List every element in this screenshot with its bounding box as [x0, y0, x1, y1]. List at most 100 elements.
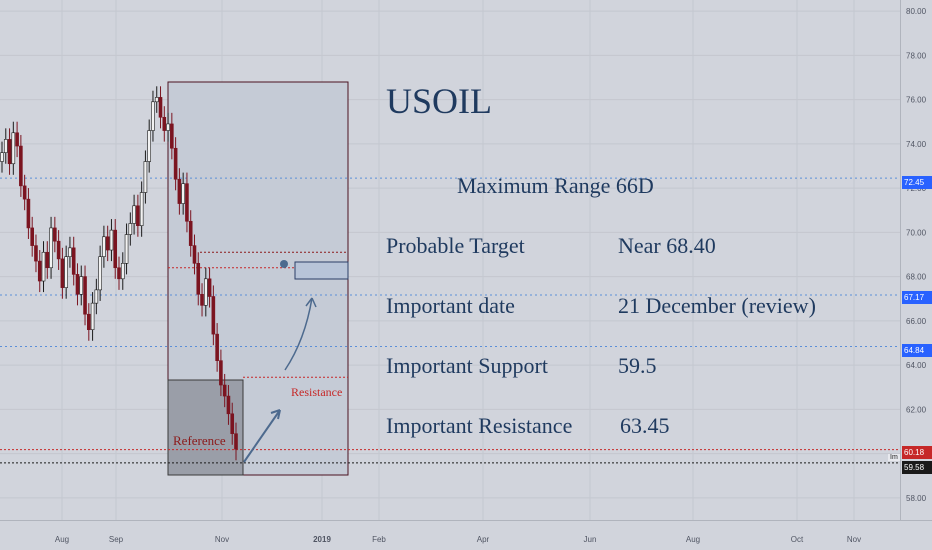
target-marker — [280, 260, 288, 268]
candle-body — [222, 384, 227, 397]
price-tick-label: 58.00 — [906, 494, 927, 503]
support-value: 59.5 — [618, 353, 657, 378]
time-tick-label: Nov — [847, 535, 861, 544]
candle-body — [170, 123, 174, 149]
candle-body — [196, 263, 201, 295]
rebound-arrow-head — [270, 409, 281, 420]
target-arrow-head — [305, 297, 317, 308]
price-tick-label: 62.00 — [906, 405, 927, 414]
candle-body — [185, 183, 189, 222]
candle-body — [215, 333, 219, 361]
chart-title: USOIL — [386, 81, 492, 121]
price-tick-label: 70.00 — [906, 228, 927, 237]
time-tick-label: Jun — [584, 535, 597, 544]
candle-body — [79, 276, 84, 295]
time-tick-label: Feb — [372, 535, 386, 544]
time-tick-label: Sep — [109, 535, 124, 544]
candle-body — [109, 229, 114, 251]
chart-resistance-label: Resistance — [291, 385, 343, 399]
candle-body — [230, 413, 235, 435]
last-price-prefix: Im — [888, 454, 900, 461]
price-tag-67-17: 67.17 — [902, 291, 932, 304]
candle-body — [41, 251, 46, 282]
price-tag-60-18: 60.18 — [902, 446, 932, 459]
candle-body — [83, 276, 87, 315]
candle-body — [102, 236, 106, 257]
candle-body — [68, 247, 72, 257]
time-tick-label: Aug — [55, 535, 69, 544]
candle-body — [181, 183, 185, 204]
candle-body — [98, 256, 102, 291]
candle-body — [136, 205, 140, 227]
time-tick-label: Nov — [215, 535, 229, 544]
price-tag-72-45: 72.45 — [902, 176, 932, 189]
candle-body — [132, 205, 136, 224]
candle-body — [30, 227, 34, 246]
candle-body — [60, 258, 65, 288]
price-tick-label: 78.00 — [906, 51, 927, 60]
candle-body — [0, 152, 4, 162]
candle-body — [56, 240, 61, 260]
candle-body — [143, 161, 148, 193]
time-tick-label: Aug — [686, 535, 700, 544]
candle-body — [226, 395, 231, 415]
candle-body — [75, 274, 80, 295]
target-projection-arrow — [284, 297, 313, 371]
resistance-value: 63.45 — [620, 413, 670, 438]
candle-body — [37, 260, 42, 282]
candle-body — [26, 198, 31, 229]
target-zone-box — [294, 261, 349, 280]
candle-body — [120, 263, 125, 280]
range-annotation: Maximum Range 66D — [457, 173, 654, 198]
chart-reference-label: Reference — [173, 433, 226, 448]
candle-body — [162, 116, 167, 131]
candle-body — [211, 296, 216, 335]
candle-body — [3, 139, 8, 153]
time-tick-label: Oct — [791, 535, 804, 544]
candle-body — [207, 278, 212, 297]
candle-body — [105, 236, 110, 251]
candle-body — [200, 293, 204, 306]
price-tick-label: 76.00 — [906, 96, 927, 105]
candle-body — [22, 185, 27, 200]
candle-body — [234, 433, 238, 450]
candle-body — [90, 302, 95, 331]
time-axis-ticks[interactable]: Aug Sep Nov 2019 Feb Apr Jun Aug Oct Nov — [55, 535, 861, 544]
candle-body — [94, 289, 99, 304]
price-tick-label: 66.00 — [906, 317, 927, 326]
price-axis[interactable] — [901, 0, 932, 520]
candle-body — [49, 227, 53, 269]
rebound-arrow — [243, 409, 281, 463]
time-tick-label: Apr — [477, 535, 490, 544]
candle-body — [204, 278, 208, 306]
candle-body — [19, 145, 23, 187]
price-tick-label: 80.00 — [906, 7, 927, 16]
candle-body — [7, 139, 12, 165]
candle-body — [139, 192, 144, 227]
candle-body — [151, 101, 155, 131]
candle-body — [124, 234, 129, 264]
price-tick-label: 74.00 — [906, 140, 927, 149]
time-tick-label: 2019 — [313, 535, 331, 544]
price-tag-64-84: 64.84 — [902, 344, 932, 357]
candle-body — [34, 245, 38, 262]
candle-body — [177, 178, 182, 204]
candle-body — [15, 132, 19, 147]
support-label: Important Support — [386, 353, 548, 378]
candle-body — [64, 256, 68, 288]
date-label: Important date — [386, 293, 515, 318]
candle-body — [128, 223, 133, 235]
target-value: Near 68.40 — [618, 233, 716, 258]
candle-body — [11, 132, 16, 165]
candle-body — [188, 220, 193, 246]
horizontal-gridlines — [0, 10, 900, 499]
candle-body — [53, 227, 57, 242]
candle-body — [147, 130, 151, 162]
candle-body — [71, 247, 76, 275]
candle-body — [87, 313, 91, 331]
candle-body — [45, 251, 50, 269]
candle-body — [192, 245, 197, 264]
